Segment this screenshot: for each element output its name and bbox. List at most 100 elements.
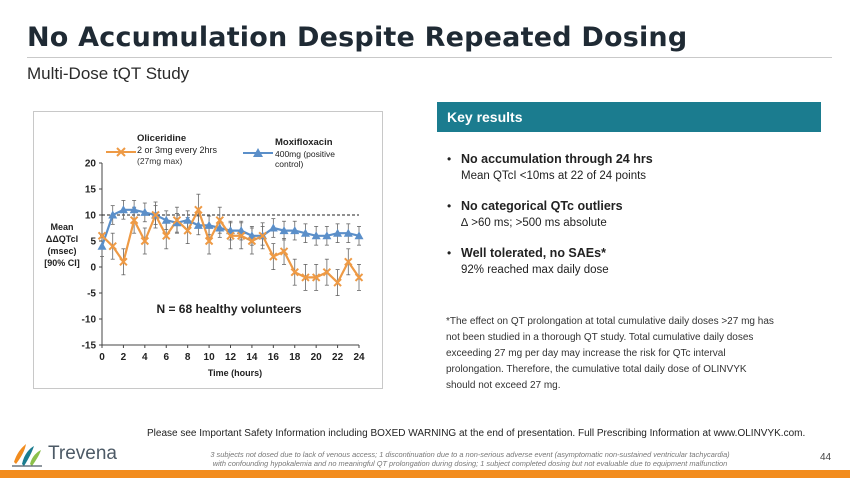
data-point-oliceridine <box>311 273 321 282</box>
x-tick-label: 16 <box>268 352 280 363</box>
fine-print-line: with confounding hypokalemia and no mean… <box>212 459 728 468</box>
x-tick-label: 12 <box>225 352 237 363</box>
x-tick-label: 6 <box>163 352 169 363</box>
key-result-detail: 92% reached max daily dose <box>461 264 609 276</box>
key-results-list: • No accumulation through 24 hrs Mean QT… <box>447 152 827 293</box>
data-point-oliceridine <box>333 278 342 287</box>
x-tick-label: 8 <box>185 352 191 363</box>
data-point-oliceridine <box>162 231 171 241</box>
data-point-moxifloxacin <box>290 226 300 235</box>
data-point-moxifloxacin <box>300 228 310 237</box>
data-point-oliceridine <box>258 231 267 241</box>
data-point-moxifloxacin <box>354 231 364 240</box>
x-tick-label: 22 <box>332 352 344 363</box>
bullet-dot-icon: • <box>447 199 452 213</box>
y-axis-label-line1: Mean <box>50 222 73 232</box>
chart-annotation: N = 68 healthy volunteers <box>156 302 301 316</box>
legend-moxifloxacin-line2: control) <box>275 159 304 169</box>
key-result-heading: No accumulation through 24 hrs <box>461 152 653 166</box>
data-point-oliceridine <box>247 236 257 246</box>
data-point-oliceridine <box>97 231 107 241</box>
data-point-oliceridine <box>194 205 203 215</box>
data-point-oliceridine <box>290 267 299 277</box>
data-point-moxifloxacin <box>172 218 182 227</box>
legend-oliceridine-line2: (27mg max) <box>137 156 183 166</box>
title-divider <box>27 57 832 58</box>
y-tick-label: 15 <box>85 185 97 196</box>
y-tick-label: 20 <box>85 159 97 170</box>
data-point-moxifloxacin <box>161 215 171 224</box>
key-result-heading: No categorical QTc outliers <box>461 199 623 213</box>
y-tick-label: 10 <box>85 211 97 222</box>
data-point-moxifloxacin <box>322 231 332 240</box>
data-point-moxifloxacin <box>268 223 278 232</box>
page-subtitle: Multi-Dose tQT Study <box>27 64 190 83</box>
key-result-heading: Well tolerated, no SAEs* <box>461 246 606 260</box>
y-tick-label: 0 <box>90 263 96 274</box>
safety-information-link[interactable]: Please see Important Safety Information … <box>147 428 806 439</box>
data-point-oliceridine <box>279 247 289 256</box>
key-result-item: • Well tolerated, no SAEs* 92% reached m… <box>447 246 827 276</box>
fine-print: 3 subjects not dosed due to lack of veno… <box>170 450 770 468</box>
data-point-oliceridine <box>140 236 150 246</box>
legend-moxifloxacin-swatch <box>243 148 273 157</box>
x-tick-label: 2 <box>121 352 127 363</box>
fine-print-line: 3 subjects not dosed due to lack of veno… <box>210 450 730 459</box>
y-tick-label: -10 <box>82 315 97 326</box>
data-point-moxifloxacin <box>215 223 225 232</box>
x-tick-label: 0 <box>99 352 105 363</box>
company-logo: Trevena <box>10 440 140 470</box>
y-axis-label-line3: (msec) <box>47 246 76 256</box>
data-point-oliceridine <box>215 215 224 225</box>
key-result-item: • No categorical QTc outliers ∆ >60 ms; … <box>447 199 827 229</box>
data-point-moxifloxacin <box>236 226 246 235</box>
data-point-oliceridine <box>226 231 235 241</box>
legend-moxifloxacin-line1: 400mg (positive <box>275 149 335 159</box>
data-point-oliceridine <box>301 273 310 282</box>
data-point-oliceridine <box>204 236 214 246</box>
data-point-moxifloxacin <box>118 205 128 214</box>
x-tick-label: 4 <box>142 352 148 363</box>
key-result-detail: ∆ >60 ms; >500 ms absolute <box>461 217 607 229</box>
data-point-moxifloxacin <box>183 215 193 224</box>
key-result-item: • No accumulation through 24 hrs Mean QT… <box>447 152 827 182</box>
data-point-moxifloxacin <box>333 228 343 237</box>
bullet-dot-icon: • <box>447 246 452 260</box>
legend-oliceridine-line1: 2 or 3mg every 2hrs <box>137 145 218 155</box>
data-point-oliceridine <box>344 257 353 267</box>
data-point-moxifloxacin <box>108 210 118 219</box>
chart-panel: 20 15 10 5 0 -5 -10 -15 0 2 4 6 8 10 12 14 16 18 20 22 24 Ol… <box>33 111 383 389</box>
y-axis-label-line4: [90% CI] <box>44 258 80 268</box>
data-point-moxifloxacin <box>193 220 203 229</box>
data-point-moxifloxacin <box>140 207 150 216</box>
data-point-oliceridine <box>269 252 278 261</box>
x-tick-label: 18 <box>289 352 301 363</box>
data-point-oliceridine <box>108 241 117 251</box>
data-point-moxifloxacin <box>279 226 289 235</box>
data-point-moxifloxacin <box>247 231 257 240</box>
key-results-header: Key results <box>437 102 821 132</box>
data-point-moxifloxacin <box>204 220 214 229</box>
data-point-moxifloxacin <box>129 205 139 214</box>
y-tick-label: 5 <box>90 237 96 248</box>
data-point-oliceridine <box>322 267 332 277</box>
data-point-moxifloxacin <box>97 241 107 250</box>
y-tick-label: -15 <box>82 341 97 352</box>
data-point-oliceridine <box>237 231 246 241</box>
data-point-oliceridine <box>151 210 160 220</box>
legend-oliceridine-name: Oliceridine <box>137 133 186 144</box>
bullet-dot-icon: • <box>447 152 452 166</box>
bottom-accent-bar <box>0 470 850 478</box>
y-axis-label-line2: ΔΔQTcI <box>46 234 78 244</box>
page-title: No Accumulation Despite Repeated Dosing <box>27 22 688 53</box>
dosing-footnote: *The effect on QT prolongation at total … <box>446 316 774 391</box>
x-tick-label: 20 <box>311 352 323 363</box>
x-axis-label: Time (hours) <box>208 368 262 378</box>
data-point-oliceridine <box>119 257 128 267</box>
legend-oliceridine-swatch <box>106 147 136 157</box>
data-point-oliceridine <box>354 273 364 282</box>
data-point-moxifloxacin <box>311 231 321 240</box>
logo-wordmark: Trevena <box>48 443 117 464</box>
data-point-oliceridine <box>129 215 139 225</box>
